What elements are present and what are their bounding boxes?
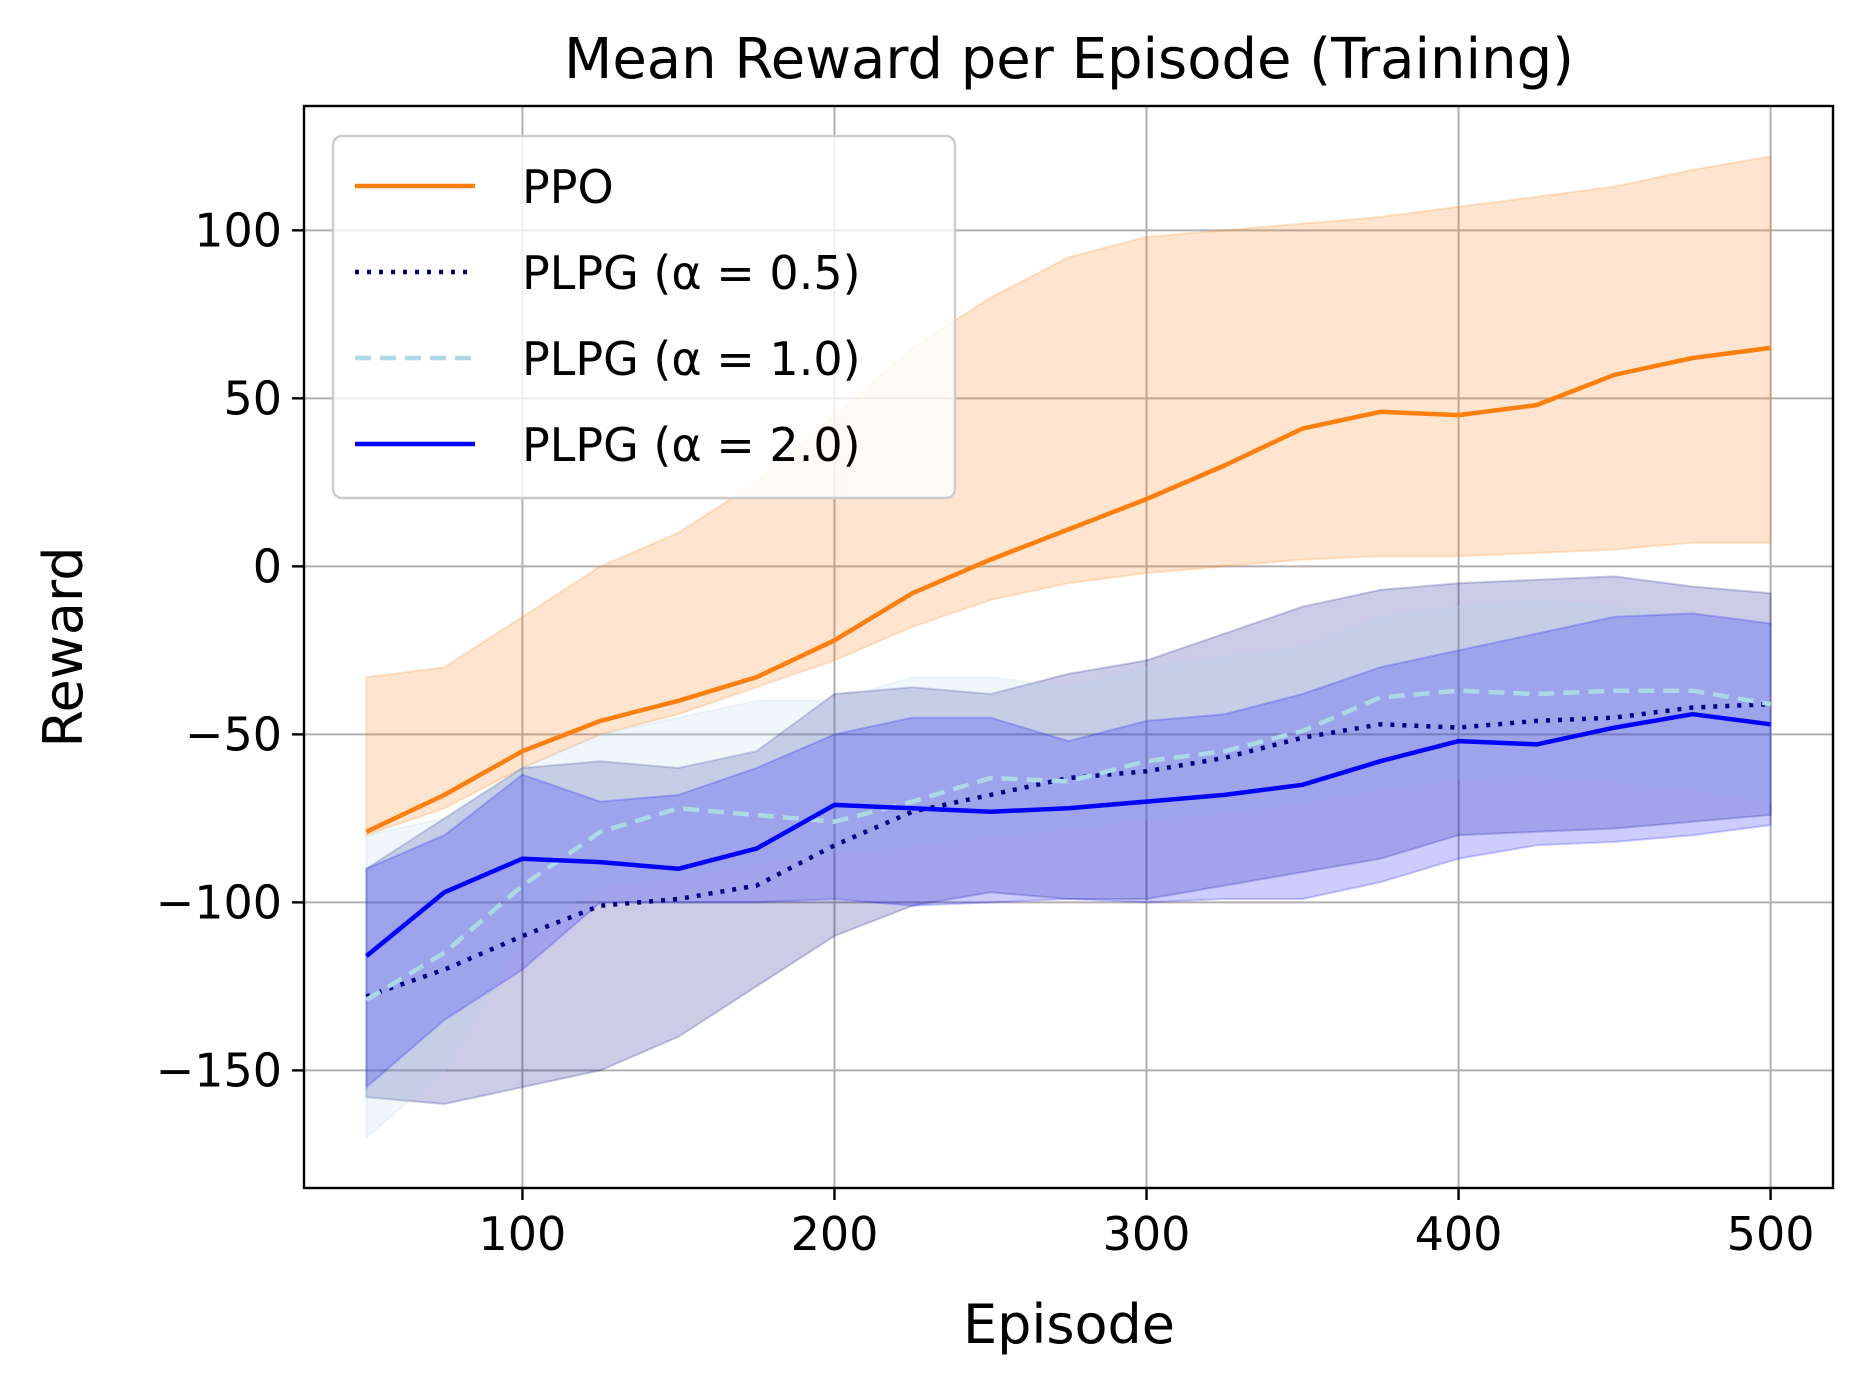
x-tick-label: 200 (791, 1207, 879, 1261)
series-lines (364, 345, 1771, 1002)
legend-label-ppo: PPO (522, 160, 614, 214)
line-plpg-0-5 (365, 701, 1771, 999)
x-tick-label: 300 (1103, 1207, 1191, 1261)
x-tick-label: 100 (479, 1207, 567, 1261)
legend-label-plpg-alpha-2-0: PLPG (α = 2.0) (522, 418, 861, 472)
y-tick-label: 50 (223, 371, 282, 425)
y-axis-label: Reward (32, 546, 95, 747)
band-plpg-1-0 (365, 598, 1772, 1140)
band-plpg-0-5 (365, 575, 1772, 1106)
x-axis-label: Episode (963, 1293, 1175, 1356)
y-tick-label: −100 (156, 875, 282, 929)
y-tick-label: 0 (253, 539, 282, 593)
legend: PPO PLPG (α = 0.5) PLPG (α = 1.0) PLPG (… (331, 134, 957, 500)
legend-label-plpg-alpha-0-5: PLPG (α = 0.5) (522, 246, 861, 300)
legend-box (331, 134, 957, 500)
line-plpg-1-0 (365, 688, 1771, 1002)
legend-label-plpg-alpha-1-0: PLPG (α = 1.0) (522, 332, 861, 386)
x-tick-label: 400 (1415, 1207, 1503, 1261)
x-tick-label: 500 (1727, 1207, 1815, 1261)
line-ppo (365, 345, 1771, 834)
line-plpg-2-0 (364, 711, 1771, 958)
y-tick-label: 100 (194, 203, 282, 257)
y-tick-label: −150 (156, 1043, 282, 1097)
band-plpg-2-0 (365, 612, 1772, 1090)
chart-title: Mean Reward per Episode (Training) (564, 27, 1574, 92)
confidence-bands (365, 155, 1772, 1140)
y-tick-label: −50 (185, 707, 282, 761)
plot-frame (302, 104, 1835, 1190)
